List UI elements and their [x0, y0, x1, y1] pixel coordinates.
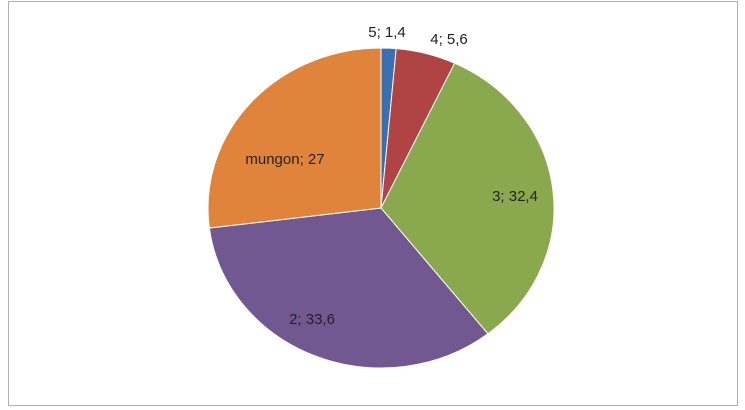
data-label: 4; 5,6 [430, 31, 468, 48]
pie-slice [207, 47, 382, 229]
data-label: 3; 32,4 [492, 188, 538, 205]
pie-slice [208, 207, 489, 369]
pie-slice [380, 62, 555, 335]
data-label: 2; 33,6 [289, 311, 335, 328]
data-label: 5; 1,4 [368, 24, 406, 41]
data-label: mungon; 27 [245, 151, 324, 168]
